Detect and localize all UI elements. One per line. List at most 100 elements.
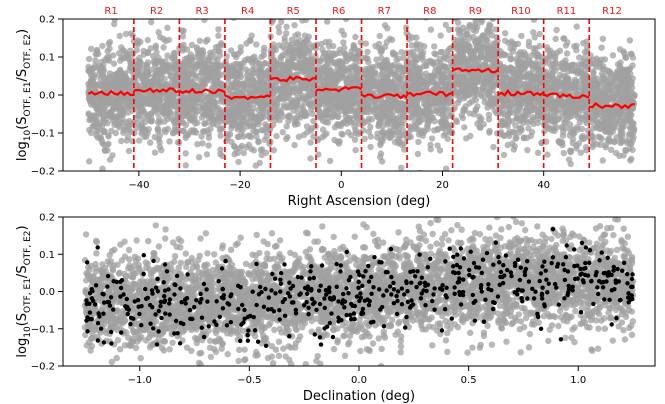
scatter-point [260,52,267,59]
scatter-point [135,137,143,144]
scatter-point [629,75,636,82]
scatter-point [131,74,138,82]
scatter-point [423,62,430,70]
scatter-point [444,48,451,55]
scatter-point [513,70,520,77]
scatter-point [181,84,188,92]
scatter-point [276,29,283,36]
scatter-point [270,57,277,64]
scatter-point [392,122,400,130]
scatter-point [226,100,233,107]
scatter-point [631,126,638,133]
scatter-point [543,109,551,117]
scatter-point [278,19,285,26]
scatter-point [427,146,434,153]
scatter-point [391,84,398,91]
scatter-point [522,83,530,91]
scatter-point [473,56,480,63]
scatter-point [628,155,635,163]
scatter-point [576,54,583,61]
scatter-point [182,72,190,79]
scatter-point [454,43,461,51]
scatter-point [572,102,579,109]
scatter-point [629,54,637,61]
scatter-point [167,72,175,79]
scatter-point [197,77,204,85]
scatter-point [121,48,128,56]
scatter-point [209,71,216,78]
scatter-point [326,56,333,63]
scatter-point [415,131,423,138]
scatter-point [115,194,121,200]
scatter-point [352,33,359,41]
scatter-point [335,68,343,75]
scatter-point [614,61,622,68]
scatter-point [359,120,367,127]
scatter-point [180,41,187,48]
scatter-point [338,130,345,137]
scatter-point [433,82,441,90]
scatter-point [502,30,509,37]
scatter-point [518,59,525,66]
scatter-point [574,114,582,121]
scatter-point [161,75,168,83]
scatter-point [144,49,152,57]
scatter-point [352,112,359,120]
scatter-point [201,81,209,89]
scatter-point [253,133,260,140]
scatter-point [524,146,531,154]
scatter-point [301,49,308,56]
scatter-point [138,130,145,137]
scatter-point [425,74,432,81]
scatter-point [217,132,224,139]
scatter-point [452,19,456,20]
scatter-point [630,134,637,141]
scatter-point [160,103,167,111]
scatter-point [428,135,436,142]
scatter-point [234,149,242,156]
scatter-point [431,43,438,50]
scatter-point [531,73,538,81]
scatter-point [387,134,394,141]
scatter-point [534,149,542,156]
scatter-point [605,67,612,75]
scatter-point [303,123,311,130]
scatter-point [108,127,115,135]
scatter-point [170,53,178,60]
scatter-point [398,141,406,148]
scatter-point [106,38,114,46]
scatter-point [348,51,355,59]
scatter-point [616,68,624,75]
scatter-point [147,45,154,52]
scatter-point [215,111,222,118]
scatter-point [252,89,259,96]
scatter-point [480,121,487,128]
scatter-point [91,123,99,130]
scatter-point [182,150,189,157]
scatter-point [566,83,573,90]
scatter-point [553,26,560,34]
scatter-point [173,126,180,134]
scatter-point [87,81,94,88]
scatter-point [454,19,462,26]
scatter-point [257,63,264,71]
scatter-point [243,72,251,79]
scatter-point [378,64,386,72]
scatter-point [231,51,239,59]
scatter-point [331,124,339,131]
scatter-point [151,104,159,111]
scatter-point [291,83,298,90]
scatter-point [96,110,103,117]
scatter-point [85,55,93,63]
scatter-point [194,107,201,115]
scatter-point [294,108,301,115]
scatter-point [377,136,385,143]
scatter-point [319,54,326,61]
scatter-point [240,133,247,140]
scatter-point [550,98,557,106]
scatter-point [472,38,480,45]
scatter-point [598,135,605,143]
scatter-point [146,97,153,104]
scatter-point [599,35,607,42]
scatter-point [300,82,308,90]
